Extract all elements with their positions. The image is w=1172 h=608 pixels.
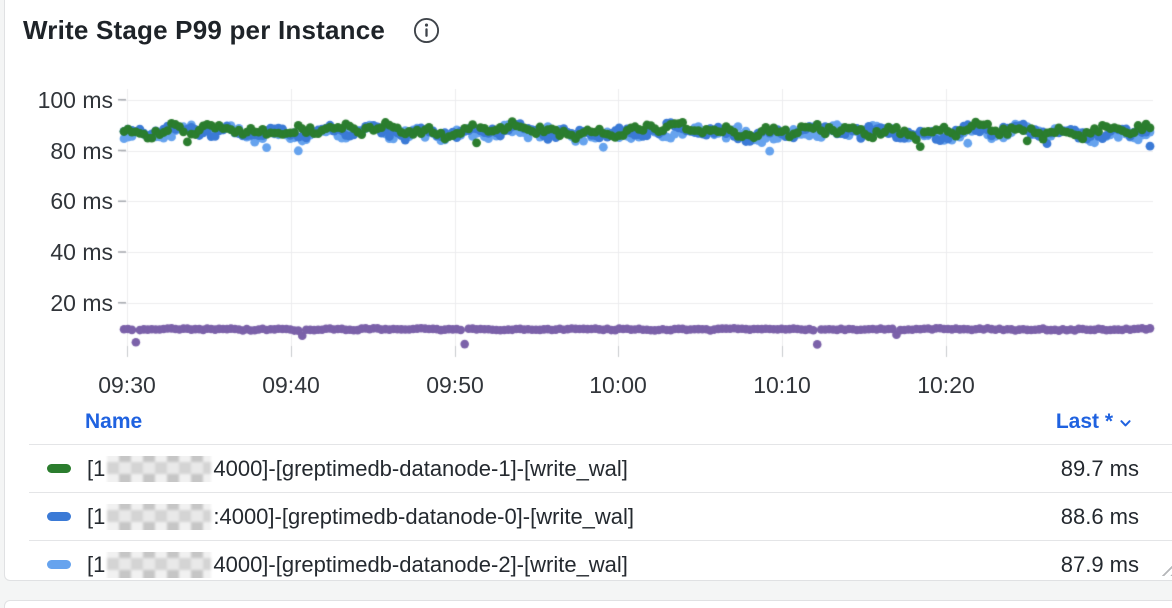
x-axis-tick-label: 10:00 xyxy=(589,372,647,398)
legend-last-header[interactable]: Last * xyxy=(1056,410,1133,434)
legend-row[interactable]: [1 4000]-[greptimedb-datanode-2]-[write_w… xyxy=(29,540,1172,580)
y-axis-tick-label: 20 ms xyxy=(50,289,113,316)
chevron-down-icon xyxy=(1120,420,1131,427)
panel-title: Write Stage P99 per Instance xyxy=(23,15,386,45)
chart-plot-canvas[interactable] xyxy=(5,81,1172,371)
legend-name-header-label: Name xyxy=(85,410,143,433)
x-axis-tick-label: 09:50 xyxy=(426,372,484,398)
series-name: [1:4000]-[greptimedb-datanode-0]-[write_… xyxy=(87,503,634,530)
next-panel-top-edge xyxy=(4,600,1172,608)
y-axis-tick-label: 80 ms xyxy=(50,137,113,164)
series-color-swatch[interactable] xyxy=(47,464,71,473)
redacted-ip xyxy=(107,551,212,578)
legend-last-header-label: Last * xyxy=(1055,410,1113,433)
legend-header-row: Name Last * xyxy=(85,408,1133,436)
x-axis-tick-label: 10:10 xyxy=(753,372,811,398)
panel-write-stage-p99: Write Stage P99 per Instance 100 ms 80 ms… xyxy=(4,0,1172,581)
y-axis-tick-label: 100 ms xyxy=(37,86,113,113)
x-axis-tick-label: 10:20 xyxy=(917,372,975,398)
series-name: [1 4000]-[greptimedb-datanode-1]-[write_w… xyxy=(87,455,628,482)
redacted-ip xyxy=(107,503,212,530)
redacted-ip xyxy=(107,455,212,482)
x-axis-tick-label: 09:30 xyxy=(98,372,156,398)
x-axis-tick-label: 09:40 xyxy=(262,372,320,398)
series-last-value: 87.9 ms xyxy=(1060,551,1139,577)
series-color-swatch[interactable] xyxy=(47,512,71,521)
panel-header[interactable]: Write Stage P99 per Instance xyxy=(23,15,441,46)
series-last-value: 88.6 ms xyxy=(1060,503,1139,529)
legend-table: [1 4000]-[greptimedb-datanode-1]-[write_w… xyxy=(29,444,1172,580)
y-axis-tick-label: 60 ms xyxy=(50,188,113,215)
legend-row[interactable]: [1 4000]-[greptimedb-datanode-1]-[write_w… xyxy=(29,444,1172,492)
series-color-swatch[interactable] xyxy=(47,560,71,569)
timeseries-chart: 100 ms 80 ms 60 ms 40 ms 20 ms 09:30 09:40 09:… xyxy=(5,0,1172,403)
legend-row[interactable]: [1:4000]-[greptimedb-datanode-0]-[write_… xyxy=(29,492,1172,540)
series-name: [1 4000]-[greptimedb-datanode-2]-[write_w… xyxy=(87,551,628,578)
y-axis-tick-label: 40 ms xyxy=(50,239,113,265)
info-circle-icon[interactable] xyxy=(412,16,441,45)
legend-name-header[interactable]: Name xyxy=(85,410,142,434)
series-last-value: 89.7 ms xyxy=(1060,455,1139,481)
